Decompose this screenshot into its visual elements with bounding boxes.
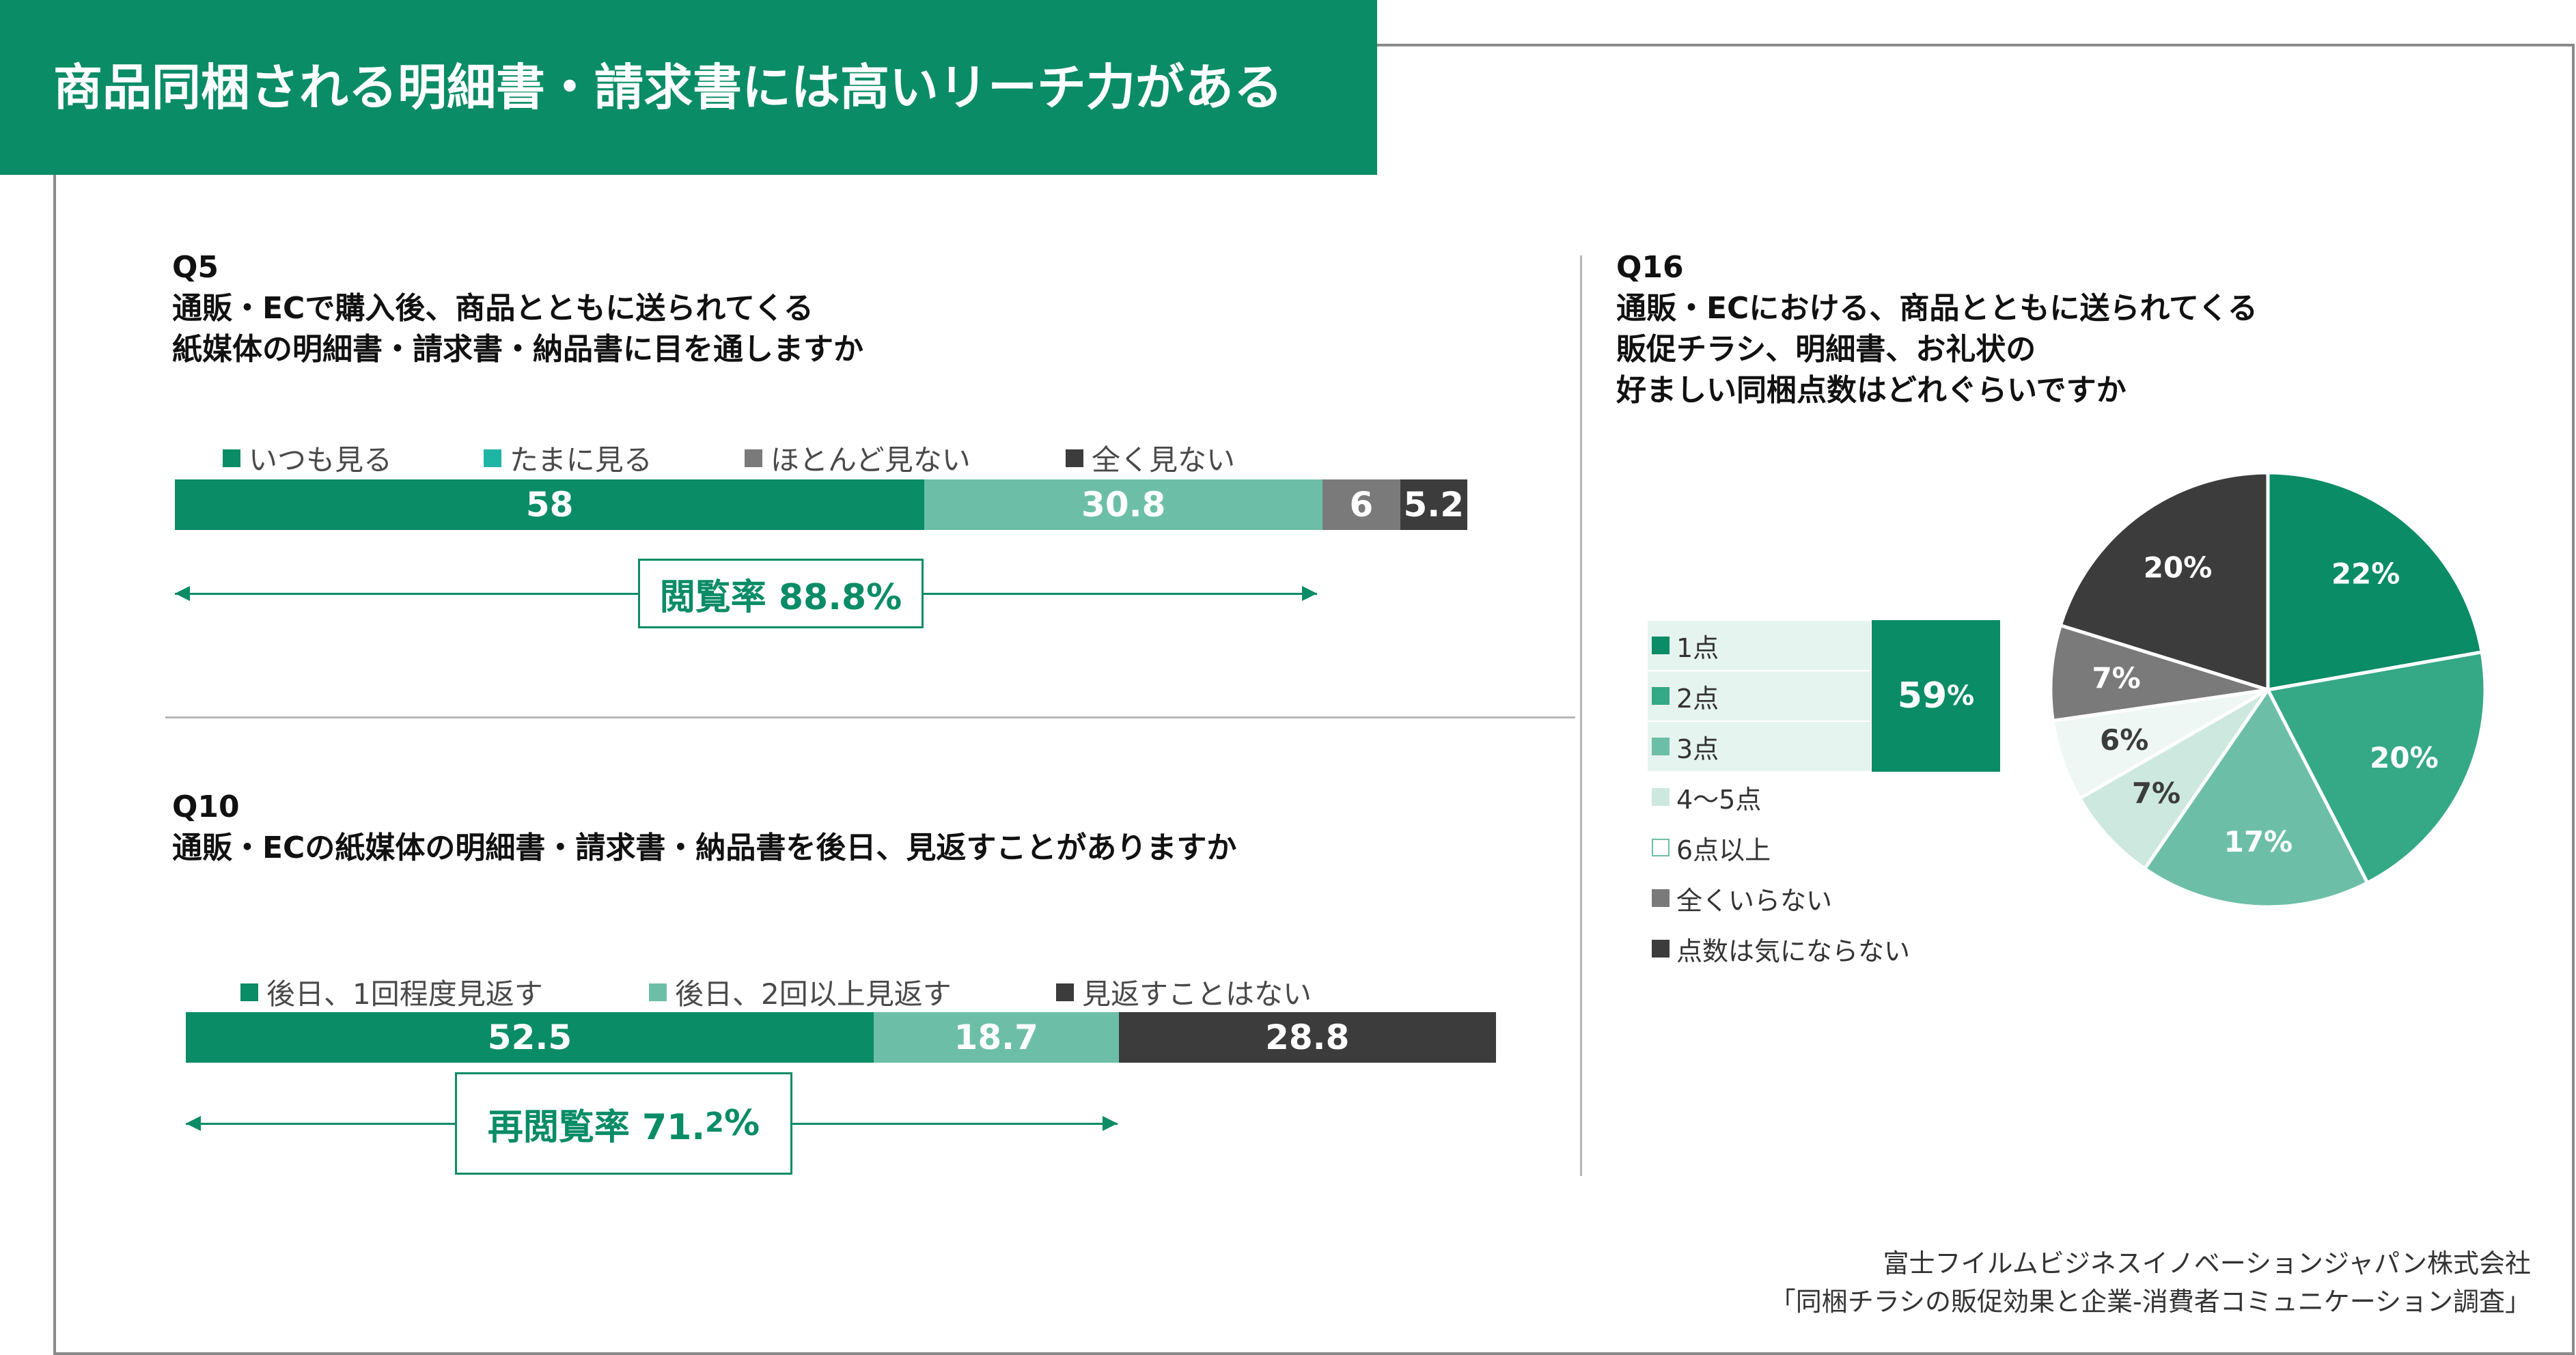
q16-pie-label-1: 20% bbox=[2370, 741, 2439, 774]
q16-question-line1: 通販・ECにおける、商品とともに送られてくる bbox=[1616, 291, 2258, 326]
source-company: 富士フイルムビジネスイノベーションジャパン株式会社 bbox=[1883, 1248, 2531, 1279]
q10-callout-main: 再閲覧率 71. bbox=[487, 1106, 706, 1148]
q10-legend-swatch-1 bbox=[649, 983, 667, 1001]
q16-legend-label-5: 全くいらない bbox=[1676, 885, 1833, 916]
q5-bar-segment-2: 6 bbox=[1322, 479, 1400, 530]
q10-legend-item-0: 後日、1回程度見返す bbox=[240, 971, 543, 1013]
q5-legend-item-3: 全く見ない bbox=[1066, 437, 1235, 479]
q16-legend-label-1: 2点 bbox=[1676, 683, 1719, 714]
q16-pie-slice-0 bbox=[2266, 471, 2484, 692]
q5-question-line1: 通販・ECで購入後、商品とともに送られてくる bbox=[172, 291, 814, 326]
q5-arrow-right-icon bbox=[1302, 586, 1317, 601]
q16-legend-swatch-3 bbox=[1652, 788, 1670, 806]
q5-legend-swatch-2 bbox=[745, 449, 762, 467]
q16-legend-item-5: 全くいらない bbox=[1648, 873, 1832, 923]
q16-pie-label-4: 6% bbox=[2100, 723, 2148, 757]
q16-pie-label-5: 7% bbox=[2092, 661, 2140, 695]
q16-top3-aggregate: 59% bbox=[1872, 620, 2000, 772]
q16-legend-swatch-4 bbox=[1652, 839, 1670, 856]
q16-label: Q16 bbox=[1616, 250, 1684, 285]
q16-legend-item-3: 4〜5点 bbox=[1648, 772, 1761, 822]
q10-legend-item-1: 後日、2回以上見返す bbox=[649, 971, 952, 1013]
q10-question-line1: 通販・ECの紙媒体の明細書・請求書・納品書を後日、見返すことがありますか bbox=[172, 830, 1237, 865]
source-credit: 富士フイルムビジネスイノベーションジャパン株式会社 「同梱チラシの販促効果と企業… bbox=[1770, 1244, 2531, 1321]
q16-pie-label-0: 22% bbox=[2331, 557, 2400, 590]
q10-label: Q10 bbox=[172, 790, 240, 824]
q16-legend-label-0: 1点 bbox=[1676, 632, 1719, 663]
q16-legend-highlight-0 bbox=[1648, 621, 1870, 670]
q16-legend-swatch-0 bbox=[1652, 637, 1670, 654]
q5-legend-swatch-3 bbox=[1066, 449, 1083, 467]
q10-legend-swatch-0 bbox=[240, 983, 258, 1001]
q16-legend-swatch-5 bbox=[1652, 889, 1670, 907]
q16-legend-highlight-1 bbox=[1648, 671, 1870, 721]
q5-question-line2: 紙媒体の明細書・請求書・納品書に目を通しますか bbox=[172, 332, 863, 367]
q5-bar-segment-3: 5.2 bbox=[1400, 479, 1467, 530]
q5-legend-swatch-1 bbox=[484, 449, 501, 467]
q16-legend-swatch-2 bbox=[1652, 738, 1670, 755]
q16-pie-slice-3 bbox=[2077, 688, 2270, 871]
section-divider-vertical bbox=[1580, 255, 1582, 1176]
q16-pie-slice-2 bbox=[2142, 686, 2370, 909]
q10-callout-decimal: 2 bbox=[705, 1107, 724, 1139]
q16-pie-label-6: 20% bbox=[2144, 551, 2213, 585]
q10-legend-label-1: 後日、2回以上見返す bbox=[675, 977, 952, 1011]
q10-legend-item-2: 見返すことはない bbox=[1056, 971, 1312, 1013]
q16-legend-item-0: 1点 bbox=[1648, 620, 1719, 671]
q16-pie-chart: 22% 20% 17% 7% 6% 7% 20% bbox=[2049, 471, 2487, 909]
q16-legend-swatch-6 bbox=[1652, 940, 1670, 958]
q16-pie-slice-5 bbox=[2049, 623, 2269, 723]
q5-heading: Q5 通販・ECで購入後、商品とともに送られてくる 紙媒体の明細書・請求書・納品… bbox=[172, 247, 863, 370]
q5-legend-label-0: いつも見る bbox=[249, 443, 393, 477]
q5-bar-segment-1: 30.8 bbox=[924, 479, 1323, 530]
section-divider-horizontal bbox=[165, 716, 1575, 718]
q5-legend-label-2: ほとんど見ない bbox=[771, 443, 971, 477]
q5-reach-callout: 閲覧率 88.8% bbox=[638, 559, 924, 628]
q16-legend-label-3: 4〜5点 bbox=[1676, 784, 1762, 815]
q16-aggregate-pct: % bbox=[1947, 680, 1975, 712]
q5-stacked-bar: 58 30.8 6 5.2 bbox=[175, 479, 1467, 530]
page-title: 商品同梱される明細書・請求書には高いリーチ力がある bbox=[0, 0, 1377, 175]
q16-heading: Q16 通販・ECにおける、商品とともに送られてくる 販促チラシ、明細書、お礼状… bbox=[1616, 247, 2258, 411]
q16-pie-label-2: 17% bbox=[2224, 825, 2293, 858]
q10-arrow-left-icon bbox=[186, 1116, 201, 1131]
q10-bar-segment-1: 18.7 bbox=[873, 1012, 1119, 1063]
q10-legend-swatch-2 bbox=[1056, 983, 1074, 1001]
q5-bar-segment-0: 58 bbox=[175, 479, 925, 530]
source-survey-title: 「同梱チラシの販促効果と企業-消費者コミュニケーション調査」 bbox=[1769, 1287, 2531, 1317]
q5-legend-swatch-0 bbox=[223, 449, 240, 467]
q10-arrow-right-icon bbox=[1103, 1116, 1118, 1131]
q5-legend-item-2: ほとんど見ない bbox=[745, 437, 971, 479]
q5-legend-item-1: たまに見る bbox=[484, 437, 652, 479]
q16-legend-item-6: 点数は気にならない bbox=[1648, 923, 1910, 974]
q10-bar-segment-2: 28.8 bbox=[1118, 1012, 1496, 1063]
q16-legend-item-1: 2点 bbox=[1648, 671, 1719, 721]
q10-heading: Q10 通販・ECの紙媒体の明細書・請求書・納品書を後日、見返すことがありますか bbox=[172, 787, 1236, 869]
q10-bar-segment-0: 52.5 bbox=[186, 1012, 874, 1063]
q16-aggregate-value: 59 bbox=[1897, 675, 1948, 716]
q16-legend-item-2: 3点 bbox=[1648, 721, 1719, 772]
q5-legend-item-0: いつも見る bbox=[223, 437, 392, 479]
q10-legend-label-2: 見返すことはない bbox=[1082, 977, 1312, 1011]
q10-legend-label-0: 後日、1回程度見返す bbox=[266, 977, 543, 1011]
q10-stacked-bar: 52.5 18.7 28.8 bbox=[186, 1012, 1496, 1063]
q10-rereach-callout: 再閲覧率 71. 2% bbox=[455, 1072, 792, 1175]
q16-pie-slice-1 bbox=[2265, 649, 2487, 886]
q16-legend-label-2: 3点 bbox=[1676, 734, 1719, 764]
q16-pie-slice-6 bbox=[2058, 471, 2270, 693]
q16-pie-label-3: 7% bbox=[2132, 777, 2180, 810]
q5-legend-label-3: 全く見ない bbox=[1092, 443, 1236, 477]
q5-arrow-left-icon bbox=[175, 586, 190, 601]
q5-label: Q5 bbox=[172, 250, 219, 285]
q16-legend-swatch-1 bbox=[1652, 687, 1670, 705]
q16-legend-label-6: 点数は気にならない bbox=[1676, 936, 1911, 966]
q10-callout-pct: % bbox=[723, 1103, 760, 1144]
q16-legend-highlight-2 bbox=[1648, 722, 1870, 771]
q16-question-line2: 販促チラシ、明細書、お礼状の bbox=[1616, 332, 2036, 367]
q16-legend-label-4: 6点以上 bbox=[1676, 835, 1771, 865]
q16-legend-item-4: 6点以上 bbox=[1648, 822, 1771, 873]
q5-legend-label-1: たまに見る bbox=[510, 443, 652, 477]
q16-question-line3: 好ましい同梱点数はどれぐらいですか bbox=[1616, 373, 2127, 408]
